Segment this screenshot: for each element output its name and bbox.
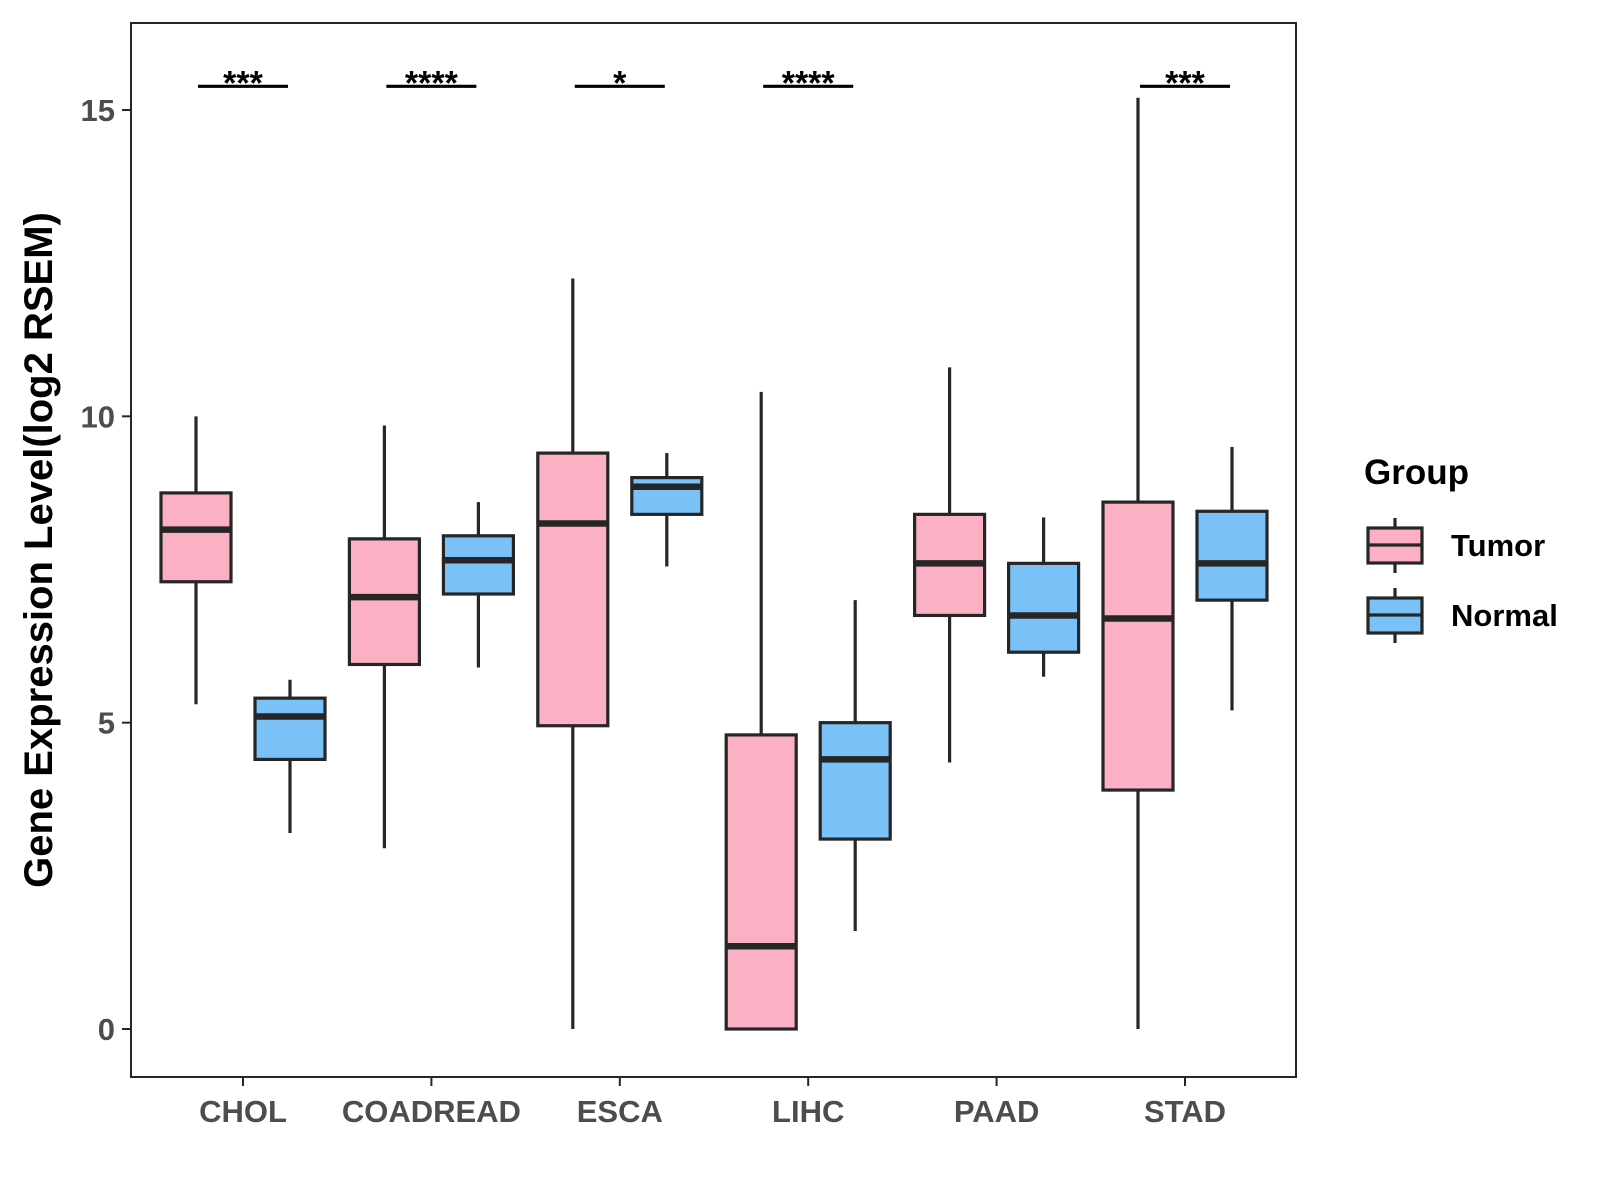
- box-iqr: [1101, 500, 1175, 792]
- box-iqr: [1195, 509, 1269, 602]
- x-tick-label: STAD: [1144, 1094, 1226, 1129]
- y-tick-label: 15: [81, 93, 115, 128]
- significance-label: ***: [223, 64, 263, 102]
- box-coadread-normal: [441, 502, 515, 668]
- box-iqr: [818, 721, 892, 841]
- box-stad-tumor: [1101, 97, 1175, 1029]
- box-esca-tumor: [536, 278, 610, 1029]
- box-lihc-normal: [818, 600, 892, 931]
- box-iqr: [1006, 561, 1081, 654]
- box-iqr: [630, 476, 704, 516]
- significance-label: ****: [405, 64, 459, 102]
- box-lihc-tumor: [724, 391, 798, 1031]
- box-iqr: [253, 696, 327, 762]
- box-stad-normal: [1195, 446, 1269, 711]
- box-iqr: [347, 537, 421, 667]
- y-axis-title: Gene Expression Level(log2 RSEM): [17, 212, 61, 888]
- legend-title: Group: [1364, 453, 1469, 492]
- box-paad-normal: [1006, 517, 1081, 677]
- legend-label: Normal: [1451, 598, 1558, 633]
- x-tick-label: COADREAD: [342, 1094, 521, 1129]
- x-tick-label: LIHC: [772, 1094, 844, 1129]
- box-chol-tumor: [159, 416, 233, 705]
- x-tick-label: ESCA: [577, 1094, 663, 1129]
- box-coadread-tumor: [347, 425, 421, 849]
- legend: Group Tumor Normal: [1364, 453, 1558, 643]
- box-iqr: [536, 451, 610, 728]
- box-iqr: [724, 733, 798, 1031]
- significance-label: ***: [1165, 64, 1205, 102]
- box-paad-tumor: [912, 367, 987, 763]
- box-esca-normal: [630, 453, 704, 567]
- legend-item-normal: Normal: [1366, 588, 1558, 643]
- legend-items: Tumor Normal: [1366, 518, 1558, 643]
- y-tick-label: 10: [81, 399, 115, 434]
- significance-layer: *** **** * **** ***: [198, 64, 1230, 102]
- x-tick-label: CHOL: [199, 1094, 287, 1129]
- box-iqr: [159, 491, 233, 584]
- box-chol-normal: [253, 679, 327, 833]
- box-iqr: [441, 534, 515, 596]
- box-layer: [159, 97, 1269, 1031]
- x-axis: CHOL COADREAD ESCA LIHC PAAD STAD: [199, 1077, 1226, 1129]
- panel-border: [130, 22, 1297, 1078]
- y-axis: 0 5 10 15: [81, 93, 131, 1047]
- y-tick-label: 0: [98, 1012, 115, 1047]
- x-tick-label: PAAD: [954, 1094, 1040, 1129]
- legend-label: Tumor: [1451, 528, 1545, 563]
- y-tick-label: 5: [98, 706, 115, 741]
- significance-label: *: [613, 64, 627, 102]
- significance-label: ****: [782, 64, 836, 102]
- legend-item-tumor: Tumor: [1366, 518, 1545, 573]
